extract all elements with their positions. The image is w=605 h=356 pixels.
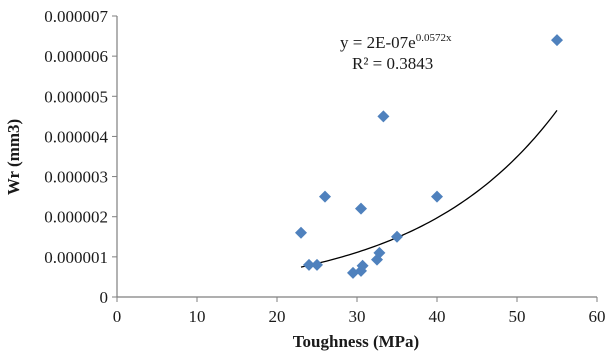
data-point [356, 259, 369, 272]
data-point [295, 226, 307, 239]
x-tick-label: 10 [189, 307, 206, 326]
x-tick-label: 50 [509, 307, 526, 326]
x-tick-label: 40 [429, 307, 446, 326]
y-tick-label: 0.000004 [44, 127, 108, 146]
data-point [303, 258, 315, 271]
tick-labels: 0 0.000001 0.000002 0.000003 0.000004 0.00000… [44, 7, 605, 326]
y-tick-label: 0.000006 [44, 47, 108, 66]
data-point [431, 190, 443, 203]
x-tick-label: 0 [113, 307, 122, 326]
x-tick-label: 30 [349, 307, 366, 326]
data-point [319, 190, 331, 203]
x-tick-label: 20 [269, 307, 286, 326]
data-point [551, 34, 563, 47]
y-tick-label: 0.000007 [44, 7, 108, 26]
equation-exponent: 0.0572x [416, 32, 452, 44]
r-squared-label: R² = 0.3843 [352, 54, 433, 73]
x-axis-title: Toughness (MPa) [293, 332, 419, 351]
data-point [377, 110, 390, 123]
data-points [295, 34, 563, 279]
y-tick-label: 0 [100, 288, 109, 307]
trendline-curve [300, 109, 558, 268]
trendline-equation: y = 2E-07e0.0572x [340, 32, 452, 52]
y-axis-title: Wr (mm3) [4, 119, 23, 195]
equation-prefix: y = 2E-07e [340, 33, 416, 52]
y-tick-label: 0.000001 [44, 248, 108, 267]
y-tick-label: 0.000003 [44, 168, 108, 187]
y-tick-label: 0.000005 [44, 87, 108, 106]
data-point [391, 230, 403, 243]
axes [112, 15, 598, 302]
data-point [373, 246, 386, 259]
trendline-layer [300, 109, 558, 268]
data-point [355, 202, 367, 215]
data-point [311, 258, 323, 271]
x-tick-label: 60 [589, 307, 605, 326]
y-tick-label: 0.000002 [44, 208, 108, 227]
